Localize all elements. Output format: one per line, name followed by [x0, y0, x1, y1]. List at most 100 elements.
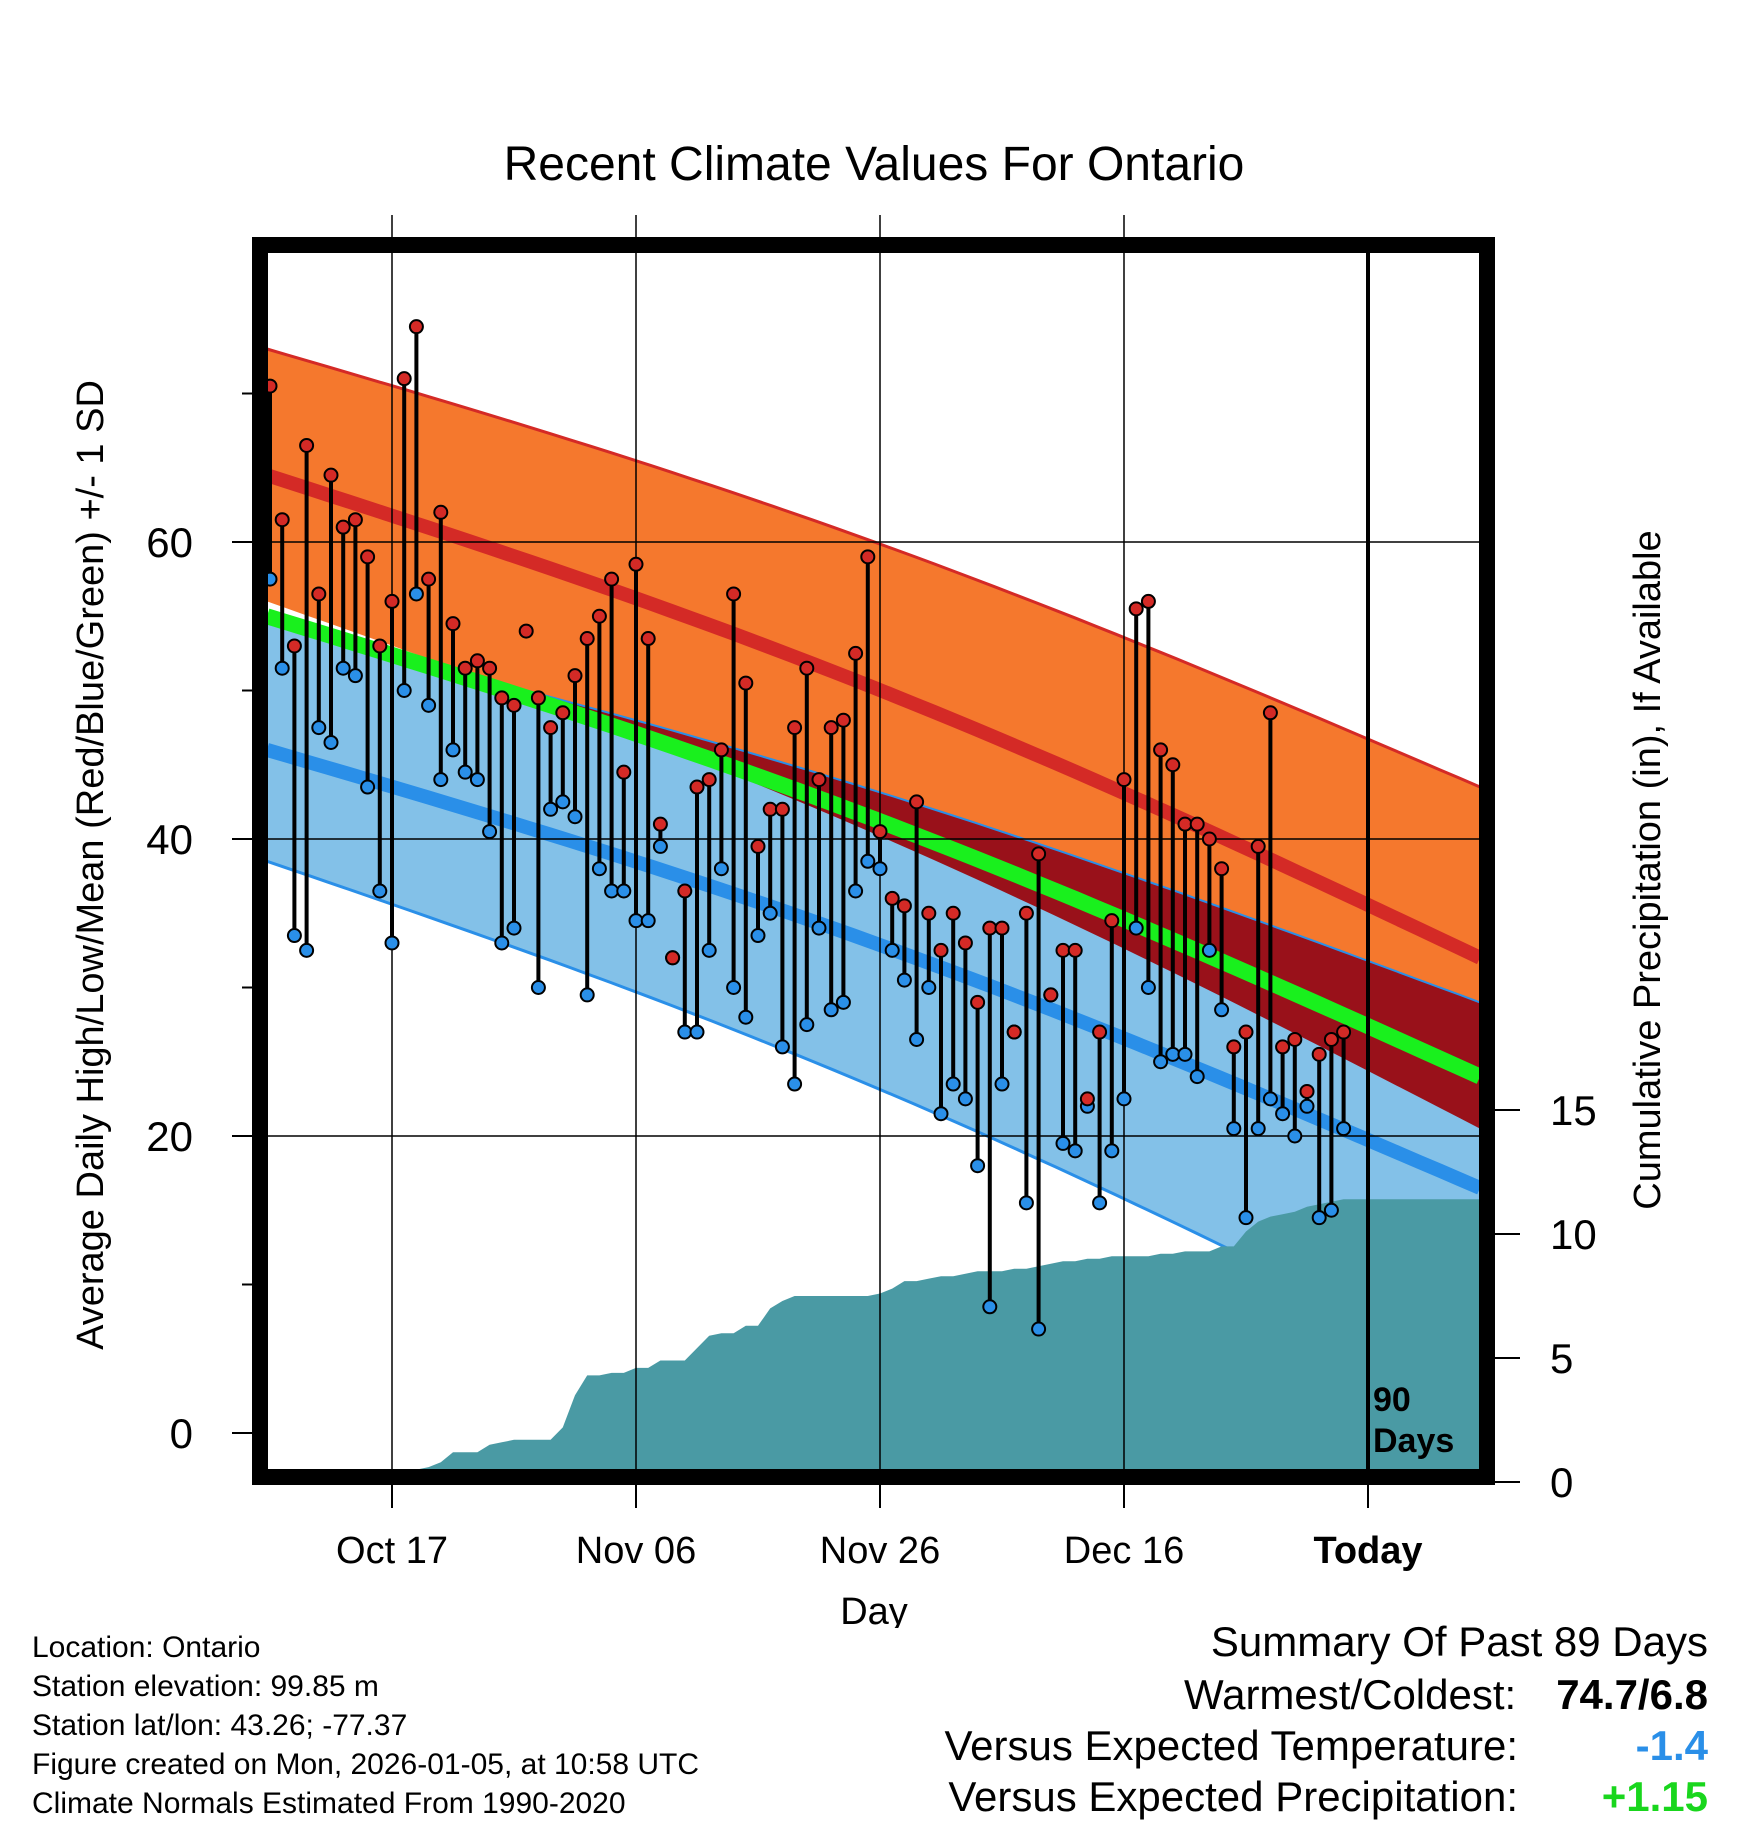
daily-high-point	[372, 638, 388, 654]
daily-high-point	[982, 920, 998, 936]
daily-high-point	[933, 942, 949, 958]
daily-observations	[262, 319, 1352, 1337]
daily-low-point	[494, 935, 510, 951]
daily-low-point	[1165, 1046, 1181, 1062]
daily-high-point	[1201, 831, 1217, 847]
daily-high-point	[1336, 1024, 1352, 1040]
daily-low-point	[1262, 1091, 1278, 1107]
daily-low-point	[1128, 920, 1144, 936]
daily-low-point	[957, 1091, 973, 1107]
temperature-departure-row: Versus Expected Temperature: -1.4	[944, 1720, 1708, 1771]
daily-high-point	[518, 623, 534, 639]
daily-high-point	[299, 437, 315, 453]
daily-high-point	[408, 319, 424, 335]
daily-low-point	[1055, 1135, 1071, 1151]
daily-high-point	[689, 779, 705, 795]
high-normal-line	[267, 468, 1480, 965]
daily-low-point	[1153, 1054, 1169, 1070]
daily-high-point	[1311, 1046, 1327, 1062]
daily-high-point	[335, 519, 351, 535]
warmest-coldest-value: 74.7/6.8	[1556, 1671, 1708, 1718]
daily-low-point	[823, 1002, 839, 1018]
left-tick-label: 60	[146, 519, 193, 566]
daily-low-point	[1238, 1210, 1254, 1226]
daily-high-point	[860, 549, 876, 565]
daily-high-point	[665, 950, 681, 966]
x-tick-label: Dec 16	[1064, 1530, 1184, 1572]
daily-low-point	[579, 987, 595, 1003]
daily-low-point	[762, 905, 778, 921]
summary-panel: Summary Of Past 89 Days Warmest/Coldest:…	[944, 1615, 1708, 1822]
daily-high-point	[677, 883, 693, 899]
plot-frame	[252, 237, 1495, 1485]
y-axis-left-label: Average Daily High/Low/Mean (Red/Blue/Gr…	[70, 380, 112, 1350]
normals-text: Climate Normals Estimated From 1990-2020	[32, 1787, 626, 1820]
daily-high-point	[469, 653, 485, 669]
daily-high-point	[1275, 1039, 1291, 1055]
daily-high-point	[957, 935, 973, 951]
daily-high-point	[1177, 816, 1193, 832]
daily-low-point	[1201, 942, 1217, 958]
daily-high-point	[347, 512, 363, 528]
chart-title: Recent Climate Values For Ontario	[504, 138, 1245, 191]
daily-high-point	[738, 675, 754, 691]
today-days-number: 90	[1373, 1381, 1411, 1419]
daily-high-point	[579, 631, 595, 647]
daily-low-point	[372, 883, 388, 899]
daily-high-point	[750, 838, 766, 854]
plot-area	[267, 347, 1480, 1470]
daily-high-point	[506, 697, 522, 713]
daily-low-point	[1092, 1195, 1108, 1211]
daily-high-point	[799, 660, 815, 676]
daily-high-point	[1116, 772, 1132, 788]
daily-high-point	[433, 504, 449, 520]
daily-high-point	[726, 586, 742, 602]
daily-low-point	[1177, 1046, 1193, 1062]
station-info: Location: Ontario Station elevation: 99.…	[32, 1628, 699, 1823]
daily-high-point	[628, 556, 644, 572]
daily-low-point	[1323, 1202, 1339, 1218]
warmest-coldest-label: Warmest/Coldest:	[1184, 1671, 1517, 1718]
daily-high-point	[323, 467, 339, 483]
daily-low-point	[835, 994, 851, 1010]
daily-low-point	[872, 861, 888, 877]
daily-high-point	[421, 571, 437, 587]
x-tick-label: Nov 06	[576, 1530, 696, 1572]
daily-high-point	[482, 660, 498, 676]
daily-high-point	[445, 616, 461, 632]
daily-high-point	[1018, 905, 1034, 921]
latlon-text: Station lat/lon: 43.26; -77.37	[32, 1709, 408, 1742]
daily-low-point	[921, 980, 937, 995]
axes: 0 20 40 60 0 5 10 15 Oct 17 Nov 06 Nov 26 Dec 16 Tod…	[146, 392, 1597, 1572]
daily-high-point	[774, 801, 790, 817]
daily-high-point	[921, 905, 937, 921]
daily-low-point	[1116, 1091, 1132, 1107]
daily-high-point	[701, 772, 717, 788]
daily-high-point	[396, 371, 412, 387]
daily-high-point	[970, 994, 986, 1010]
daily-low-point	[652, 838, 668, 854]
x-tick-label: Nov 26	[820, 1530, 940, 1572]
daily-low-point	[994, 1076, 1010, 1092]
daily-high-point	[1128, 601, 1144, 617]
daily-low-point	[945, 1076, 961, 1092]
daily-low-point	[1311, 1210, 1327, 1226]
daily-low-point	[909, 1031, 925, 1047]
daily-high-point	[1238, 1024, 1254, 1040]
daily-low-point	[616, 883, 632, 899]
daily-high-point	[994, 920, 1010, 936]
daily-low-point	[1299, 1098, 1315, 1114]
daily-low-point	[774, 1039, 790, 1055]
daily-high-point	[640, 631, 656, 647]
warmest-coldest-row: Warmest/Coldest: 74.7/6.8	[944, 1669, 1708, 1720]
daily-low-point	[738, 1009, 754, 1025]
daily-high-point	[1250, 838, 1266, 854]
daily-low-point	[323, 734, 339, 750]
left-tick-label: 20	[146, 1113, 193, 1160]
precipitation-departure-label: Versus Expected Precipitation:	[948, 1773, 1518, 1820]
daily-high-point	[945, 905, 961, 921]
daily-low-point	[530, 980, 546, 995]
daily-low-point	[1275, 1106, 1291, 1122]
daily-high-point	[286, 638, 302, 654]
daily-low-point	[811, 920, 827, 936]
